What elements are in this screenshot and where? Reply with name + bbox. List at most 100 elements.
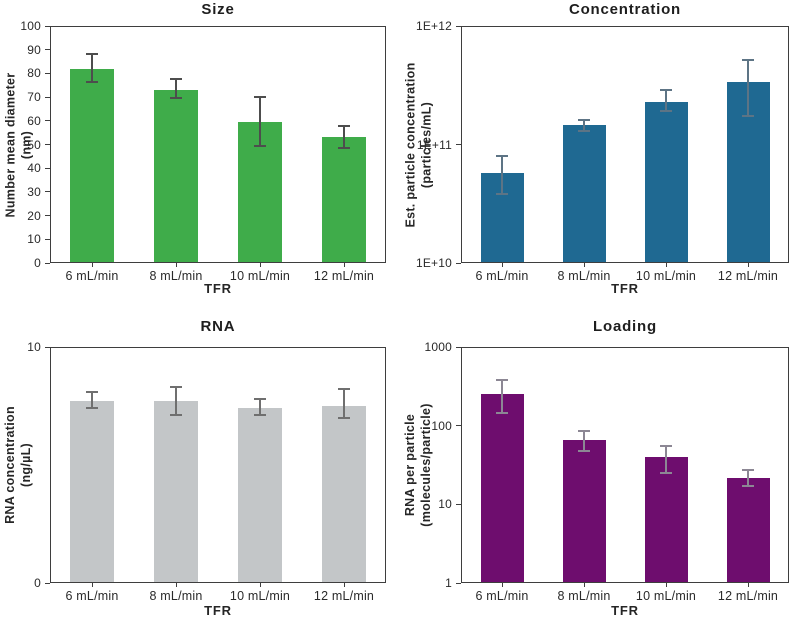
y-axis-label: RNA concentration (ng/µL) [2, 347, 36, 583]
error-bar-line [665, 89, 667, 112]
y-tick-mark [456, 503, 461, 505]
y-tick-label: 70 [27, 90, 41, 105]
chart-title: RNA [200, 318, 236, 335]
x-tick-label: 8 mL/min [149, 589, 203, 603]
chart-concentration: Concentration Est. particle concentratio… [401, 0, 803, 311]
y-tick-mark [45, 346, 50, 348]
error-bar-cap [578, 430, 590, 433]
y-tick-label: 50 [27, 137, 41, 152]
y-tick-label: 1 [445, 576, 452, 590]
error-bar-line [343, 125, 345, 149]
x-tick-label: 8 mL/min [557, 269, 611, 283]
x-tick-label: 6 mL/min [475, 589, 529, 603]
y-tick-label: 30 [27, 184, 41, 199]
x-tick-label: 10 mL/min [635, 269, 697, 283]
error-bar-cap [254, 397, 266, 400]
x-tick-label: 10 mL/min [229, 589, 291, 603]
bar [70, 401, 114, 582]
x-tick-mark [583, 263, 585, 267]
y-tick-mark [45, 191, 50, 193]
x-tick-label: 12 mL/min [717, 589, 779, 603]
error-bar-cap [496, 193, 508, 196]
y-tick-label: 90 [27, 42, 41, 57]
error-bar-cap [338, 388, 350, 391]
x-tick-mark [175, 583, 177, 587]
x-tick-label: 6 mL/min [475, 269, 529, 283]
y-tick-label: 1E+10 [415, 256, 452, 270]
error-bar-cap [254, 96, 266, 99]
y-tick-mark [45, 167, 50, 169]
error-bar-line [747, 59, 749, 116]
x-tick-mark [259, 263, 261, 267]
error-bar-line [91, 391, 93, 409]
x-tick-mark [583, 583, 585, 587]
y-tick-label: 80 [27, 66, 41, 81]
y-tick-label: 20 [27, 208, 41, 223]
x-tick-mark [501, 263, 503, 267]
bar [154, 89, 198, 262]
error-bar-cap [254, 144, 266, 147]
error-bar-cap [86, 53, 98, 56]
x-axis-label: TFR [204, 281, 232, 296]
y-tick-mark [45, 582, 50, 584]
error-bar-line [175, 387, 177, 416]
y-tick-mark [45, 238, 50, 240]
x-axis-label: TFR [204, 603, 232, 618]
bar [562, 440, 606, 582]
chart-title: Size [201, 1, 235, 18]
bar [322, 137, 366, 262]
bar [322, 406, 366, 582]
error-bar-cap [170, 414, 182, 417]
error-bar-cap [742, 58, 754, 61]
y-tick-label: 10 [27, 232, 41, 247]
x-tick-mark [501, 583, 503, 587]
chart-size: Size Number mean diameter (nm) TFR 0 10 20 3… [0, 0, 401, 311]
error-bar-cap [338, 124, 350, 127]
y-tick-mark [456, 346, 461, 348]
x-axis-label: TFR [611, 281, 639, 296]
error-bar-line [583, 431, 585, 452]
x-tick-mark [259, 583, 261, 587]
x-tick-label: 10 mL/min [635, 589, 697, 603]
y-tick-mark [45, 96, 50, 98]
error-bar-line [747, 470, 749, 487]
x-tick-mark [343, 263, 345, 267]
y-tick-mark [45, 49, 50, 51]
y-tick-label: 100 [20, 19, 41, 33]
error-bar-line [583, 120, 585, 131]
error-bar-cap [660, 445, 672, 448]
x-tick-mark [175, 263, 177, 267]
y-tick-label: 100 [431, 418, 452, 433]
chart-title: Loading [593, 318, 657, 335]
bar [726, 478, 770, 582]
bar [70, 68, 114, 262]
chart-rna: RNA RNA concentration (ng/µL) TFR 0 10 6 mL… [0, 311, 401, 623]
y-tick-mark [45, 120, 50, 122]
x-tick-label: 8 mL/min [149, 269, 203, 283]
y-tick-mark [456, 144, 461, 145]
x-tick-label: 12 mL/min [313, 589, 375, 603]
error-bar-line [343, 389, 345, 418]
x-tick-mark [747, 263, 749, 267]
x-tick-label: 10 mL/min [229, 269, 291, 283]
chart-title: Concentration [568, 1, 682, 18]
bar [562, 125, 606, 262]
error-bar-cap [742, 114, 754, 117]
x-tick-label: 12 mL/min [717, 269, 779, 283]
y-tick-label: 1E+11 [416, 137, 452, 152]
x-tick-mark [665, 263, 667, 267]
y-tick-mark [45, 72, 50, 74]
y-tick-label: 0 [34, 576, 41, 590]
error-bar-cap [170, 78, 182, 81]
error-bar-cap [86, 390, 98, 393]
error-bar-line [175, 79, 177, 99]
error-bar-cap [660, 472, 672, 475]
x-tick-label: 6 mL/min [65, 269, 119, 283]
bar [238, 408, 282, 582]
error-bar-cap [86, 407, 98, 410]
error-bar-cap [170, 97, 182, 100]
error-bar-line [501, 380, 503, 413]
bar [644, 101, 688, 262]
x-tick-mark [343, 583, 345, 587]
